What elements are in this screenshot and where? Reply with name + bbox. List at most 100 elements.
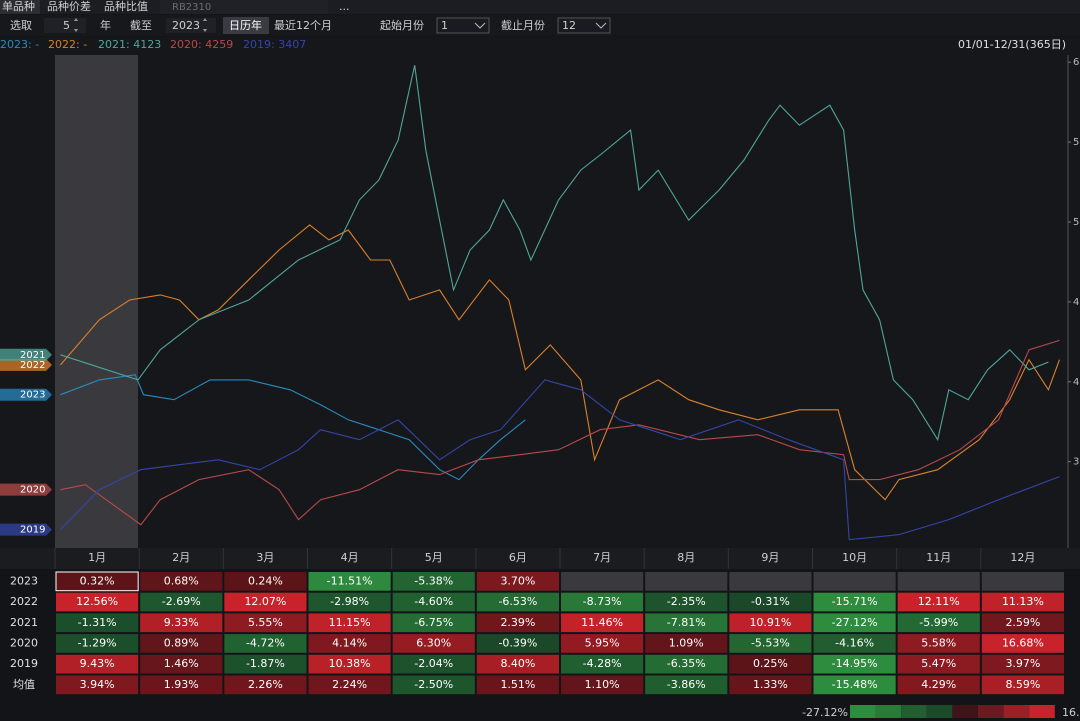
tab[interactable]: 品种价差 [47, 0, 91, 13]
table-cell [224, 572, 307, 591]
table-cell [645, 634, 728, 653]
x-tick-label: 9月 [761, 551, 779, 564]
cell-value: 0.89% [164, 636, 199, 649]
series-tag [0, 483, 52, 496]
table-cell [56, 634, 139, 653]
cell-value: -1.29% [78, 636, 117, 649]
cell-value: 10.91% [749, 616, 791, 629]
table-cell [308, 572, 391, 591]
cell-value: 8.59% [1005, 678, 1040, 691]
legend-entry: 2021: 4123 [98, 38, 161, 51]
label: 选取 [10, 19, 32, 32]
cell-value: -2.04% [414, 657, 453, 670]
series-line [60, 65, 1049, 442]
spin-arrows[interactable] [203, 18, 207, 32]
table-cell [561, 592, 644, 612]
cell-value: 2.39% [500, 616, 535, 629]
series-line [60, 379, 1060, 541]
cell-value: -4.72% [246, 636, 285, 649]
cell-value: -8.73% [583, 595, 622, 608]
cell-value: 11.15% [329, 616, 371, 629]
table-cell [140, 592, 223, 612]
table-cell [813, 592, 896, 612]
x-tick-label: 8月 [677, 551, 695, 564]
table-cell [224, 634, 307, 653]
dropdown[interactable] [557, 17, 611, 34]
series-tag [0, 348, 52, 361]
dropdown[interactable] [436, 17, 490, 34]
table-cell [729, 634, 812, 653]
cell-value: -14.95% [832, 657, 878, 670]
cell-value: 9.33% [164, 616, 199, 629]
cell-value: 9.43% [80, 657, 115, 670]
table-cell [392, 613, 475, 633]
y-tick-label: 3500 [1073, 457, 1080, 468]
series-line [60, 374, 526, 481]
x-tick-label: 3月 [256, 551, 274, 564]
series-tag-label: 2019 [20, 525, 45, 536]
cell-value: 1.09% [669, 636, 704, 649]
table-cell [729, 592, 812, 612]
cell-value: -27.12% [832, 616, 878, 629]
table-cell [140, 572, 223, 591]
more-button[interactable]: ... [339, 0, 350, 13]
x-tick-label: 5月 [425, 551, 443, 564]
table-cell [476, 654, 559, 674]
table-cell [561, 654, 644, 674]
table-cell [981, 613, 1064, 633]
table-cell [140, 613, 223, 633]
series-line [60, 339, 1060, 526]
cell-value: -5.53% [751, 636, 790, 649]
x-tick-label: 11月 [926, 551, 951, 564]
cell-value: 0.68% [164, 574, 199, 587]
scale-segment [978, 705, 1004, 718]
y-tick-label: 4500 [1073, 297, 1080, 308]
tab-active[interactable] [0, 0, 40, 14]
row-label: 2021 [10, 616, 38, 629]
cell-value: -0.39% [498, 636, 537, 649]
cell-value: 3.97% [1005, 657, 1040, 670]
table-cell [140, 654, 223, 674]
table-cell [476, 613, 559, 633]
series-tag [0, 388, 52, 401]
contract-input[interactable] [160, 0, 328, 14]
cell-value: -5.38% [414, 574, 453, 587]
table-cell [140, 634, 223, 653]
tab[interactable]: 品种比值 [104, 0, 148, 13]
cell-value: -4.16% [835, 636, 874, 649]
scale-segment [952, 705, 978, 718]
table-cell [897, 654, 980, 674]
cell-value: -1.87% [246, 657, 285, 670]
table-cell [476, 634, 559, 653]
cell-value: -6.35% [667, 657, 706, 670]
cell-value: -0.31% [751, 595, 790, 608]
mode-button-active[interactable] [223, 17, 269, 34]
cell-value: 16.68% [1002, 636, 1044, 649]
table-cell [897, 572, 980, 591]
cell-value: 2.59% [1005, 616, 1040, 629]
mode[interactable]: 最近12个月 [274, 19, 332, 32]
x-tick-label: 10月 [842, 551, 867, 564]
dropdown-arrow [595, 22, 607, 29]
table-cell [392, 634, 475, 653]
table-cell [56, 675, 139, 695]
table-cell [55, 571, 139, 592]
cell-value: 5.47% [921, 657, 956, 670]
spin-arrows[interactable] [74, 18, 78, 32]
table-cell [476, 592, 559, 612]
cell-value: 5.58% [921, 636, 956, 649]
table-cell [897, 592, 980, 612]
cell-value: -7.81% [667, 616, 706, 629]
table-cell [56, 613, 139, 633]
mode[interactable]: 日历年 [229, 18, 262, 32]
table-cell [897, 675, 980, 695]
until-year: 2023 [172, 19, 200, 32]
row-label: 2022 [10, 595, 38, 608]
cell-value: 10.38% [329, 657, 371, 670]
legend-entry: 2022: - [48, 38, 87, 51]
table-cell [308, 613, 391, 633]
y-tick-label: 6000 [1073, 57, 1080, 68]
tab[interactable]: 单品种 [2, 0, 35, 13]
x-tick-label: 6月 [509, 551, 527, 564]
